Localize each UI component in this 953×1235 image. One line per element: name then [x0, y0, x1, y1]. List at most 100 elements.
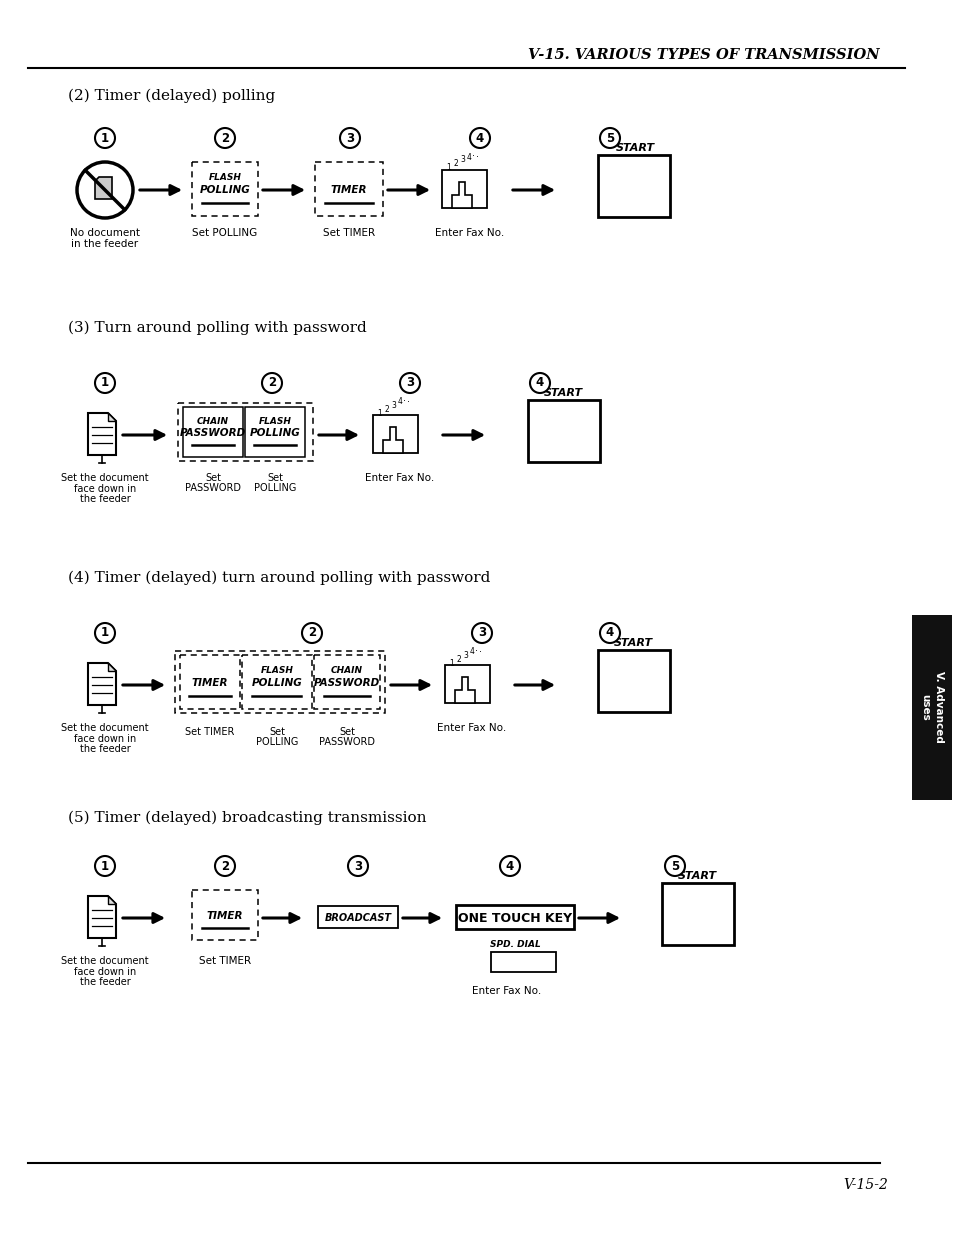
Text: Set POLLING: Set POLLING	[193, 228, 257, 238]
Text: 2: 2	[456, 655, 461, 663]
Text: TIMER: TIMER	[207, 911, 243, 921]
Bar	[661, 883, 733, 945]
Polygon shape	[88, 412, 116, 454]
Text: Set the document: Set the document	[61, 956, 149, 966]
Text: 2: 2	[308, 626, 315, 640]
Circle shape	[214, 128, 234, 148]
Text: 3: 3	[406, 377, 414, 389]
Text: START: START	[613, 638, 652, 648]
Text: ·: ·	[403, 396, 406, 406]
Bar	[527, 400, 599, 462]
Text: face down in: face down in	[73, 967, 136, 977]
Text: PASSWORD: PASSWORD	[180, 429, 246, 438]
Text: PASSWORD: PASSWORD	[185, 483, 241, 493]
Text: Set TIMER: Set TIMER	[323, 228, 375, 238]
Text: START: START	[543, 388, 582, 398]
Text: Set: Set	[205, 473, 221, 483]
Circle shape	[348, 856, 368, 876]
Polygon shape	[95, 177, 112, 199]
Text: Enter Fax No.: Enter Fax No.	[472, 986, 541, 995]
Text: Set TIMER: Set TIMER	[185, 727, 234, 737]
Polygon shape	[382, 427, 402, 453]
Text: Enter Fax No.: Enter Fax No.	[436, 722, 506, 734]
Bar	[314, 162, 382, 216]
Text: 1: 1	[101, 860, 109, 872]
Text: the feeder: the feeder	[79, 494, 131, 504]
Text: BROADCAST: BROADCAST	[324, 913, 391, 923]
Text: ·: ·	[407, 396, 410, 408]
Text: 2: 2	[221, 860, 229, 872]
Circle shape	[95, 128, 115, 148]
Circle shape	[499, 856, 519, 876]
Text: ONE TOUCH KEY: ONE TOUCH KEY	[457, 911, 572, 925]
Text: POLLING: POLLING	[199, 185, 250, 195]
Text: 4: 4	[466, 152, 471, 162]
Text: Enter Fax No.: Enter Fax No.	[435, 228, 504, 238]
Text: V-15-2: V-15-2	[842, 1178, 887, 1192]
Text: 1: 1	[101, 626, 109, 640]
Polygon shape	[108, 897, 116, 904]
Text: 5: 5	[605, 131, 614, 144]
Circle shape	[95, 856, 115, 876]
Text: V-15. VARIOUS TYPES OF TRANSMISSION: V-15. VARIOUS TYPES OF TRANSMISSION	[528, 48, 879, 62]
Text: (2) Timer (delayed) polling: (2) Timer (delayed) polling	[68, 89, 275, 104]
Text: ·: ·	[476, 152, 479, 162]
Text: Set the document: Set the document	[61, 473, 149, 483]
Polygon shape	[455, 677, 475, 703]
Polygon shape	[88, 897, 116, 939]
Text: 2: 2	[221, 131, 229, 144]
Circle shape	[599, 622, 619, 643]
Text: POLLING: POLLING	[253, 483, 295, 493]
Bar	[491, 952, 556, 972]
Text: 1: 1	[446, 163, 451, 173]
Bar	[441, 170, 486, 207]
Text: 1: 1	[101, 131, 109, 144]
Bar	[444, 664, 490, 703]
Text: 2: 2	[268, 377, 275, 389]
Text: 1: 1	[377, 409, 382, 417]
Text: 5: 5	[670, 860, 679, 872]
Circle shape	[95, 622, 115, 643]
Text: 3: 3	[477, 626, 485, 640]
Text: START: START	[677, 871, 716, 881]
Bar	[314, 655, 379, 709]
Text: 4: 4	[505, 860, 514, 872]
Text: Set: Set	[267, 473, 283, 483]
Polygon shape	[88, 663, 116, 705]
Text: (3) Turn around polling with password: (3) Turn around polling with password	[68, 321, 366, 335]
Text: Set TIMER: Set TIMER	[199, 956, 251, 966]
Text: TIMER: TIMER	[331, 185, 367, 195]
Bar	[598, 650, 669, 713]
Polygon shape	[452, 182, 472, 207]
Text: Set the document: Set the document	[61, 722, 149, 734]
Text: in the feeder: in the feeder	[71, 240, 138, 249]
Text: ·: ·	[472, 151, 475, 161]
Bar	[598, 156, 669, 217]
Circle shape	[262, 373, 282, 393]
Circle shape	[399, 373, 419, 393]
Text: 3: 3	[391, 400, 396, 410]
Bar	[373, 415, 417, 453]
Text: 4: 4	[397, 398, 402, 406]
Text: No document: No document	[70, 228, 140, 238]
Text: 3: 3	[354, 860, 362, 872]
Circle shape	[599, 128, 619, 148]
Text: 2: 2	[384, 405, 389, 414]
Bar	[242, 655, 312, 709]
Circle shape	[339, 128, 359, 148]
Bar	[192, 162, 257, 216]
Text: the feeder: the feeder	[79, 743, 131, 755]
Text: 4: 4	[536, 377, 543, 389]
Text: TIMER: TIMER	[192, 678, 228, 688]
Text: Set: Set	[338, 727, 355, 737]
Circle shape	[530, 373, 550, 393]
Text: ·: ·	[475, 646, 478, 656]
Bar	[174, 651, 385, 713]
Bar	[192, 890, 257, 940]
Text: 2: 2	[453, 159, 457, 168]
Polygon shape	[108, 663, 116, 671]
Text: POLLING: POLLING	[255, 737, 298, 747]
Text: FLASH: FLASH	[258, 416, 291, 426]
Bar	[178, 403, 313, 461]
Text: the feeder: the feeder	[79, 977, 131, 987]
